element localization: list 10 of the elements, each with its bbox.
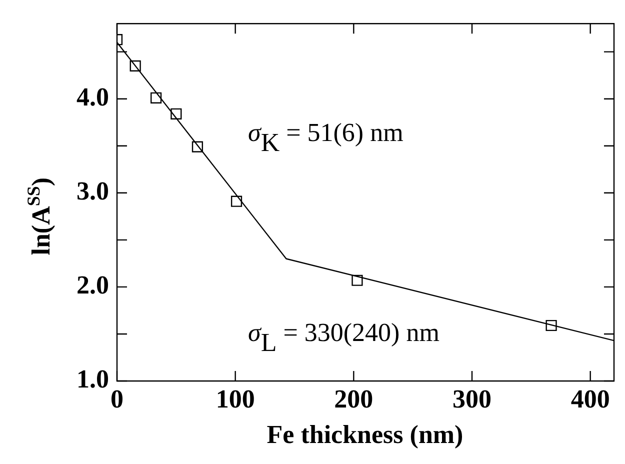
y-tick-label: 2.0: [76, 270, 109, 300]
text: 1.0: [76, 364, 109, 394]
x-tick-label: 100: [216, 384, 255, 414]
y-tick-label: 4.0: [76, 82, 109, 112]
x-tick-label: 0: [110, 384, 124, 414]
y-tick-label: 3.0: [76, 176, 109, 206]
x-tick-label: 200: [334, 384, 374, 414]
x-tick-label: 300: [452, 384, 492, 414]
x-axis-title: Fe thickness (nm): [266, 420, 464, 450]
x-tick-label: 400: [570, 384, 610, 414]
